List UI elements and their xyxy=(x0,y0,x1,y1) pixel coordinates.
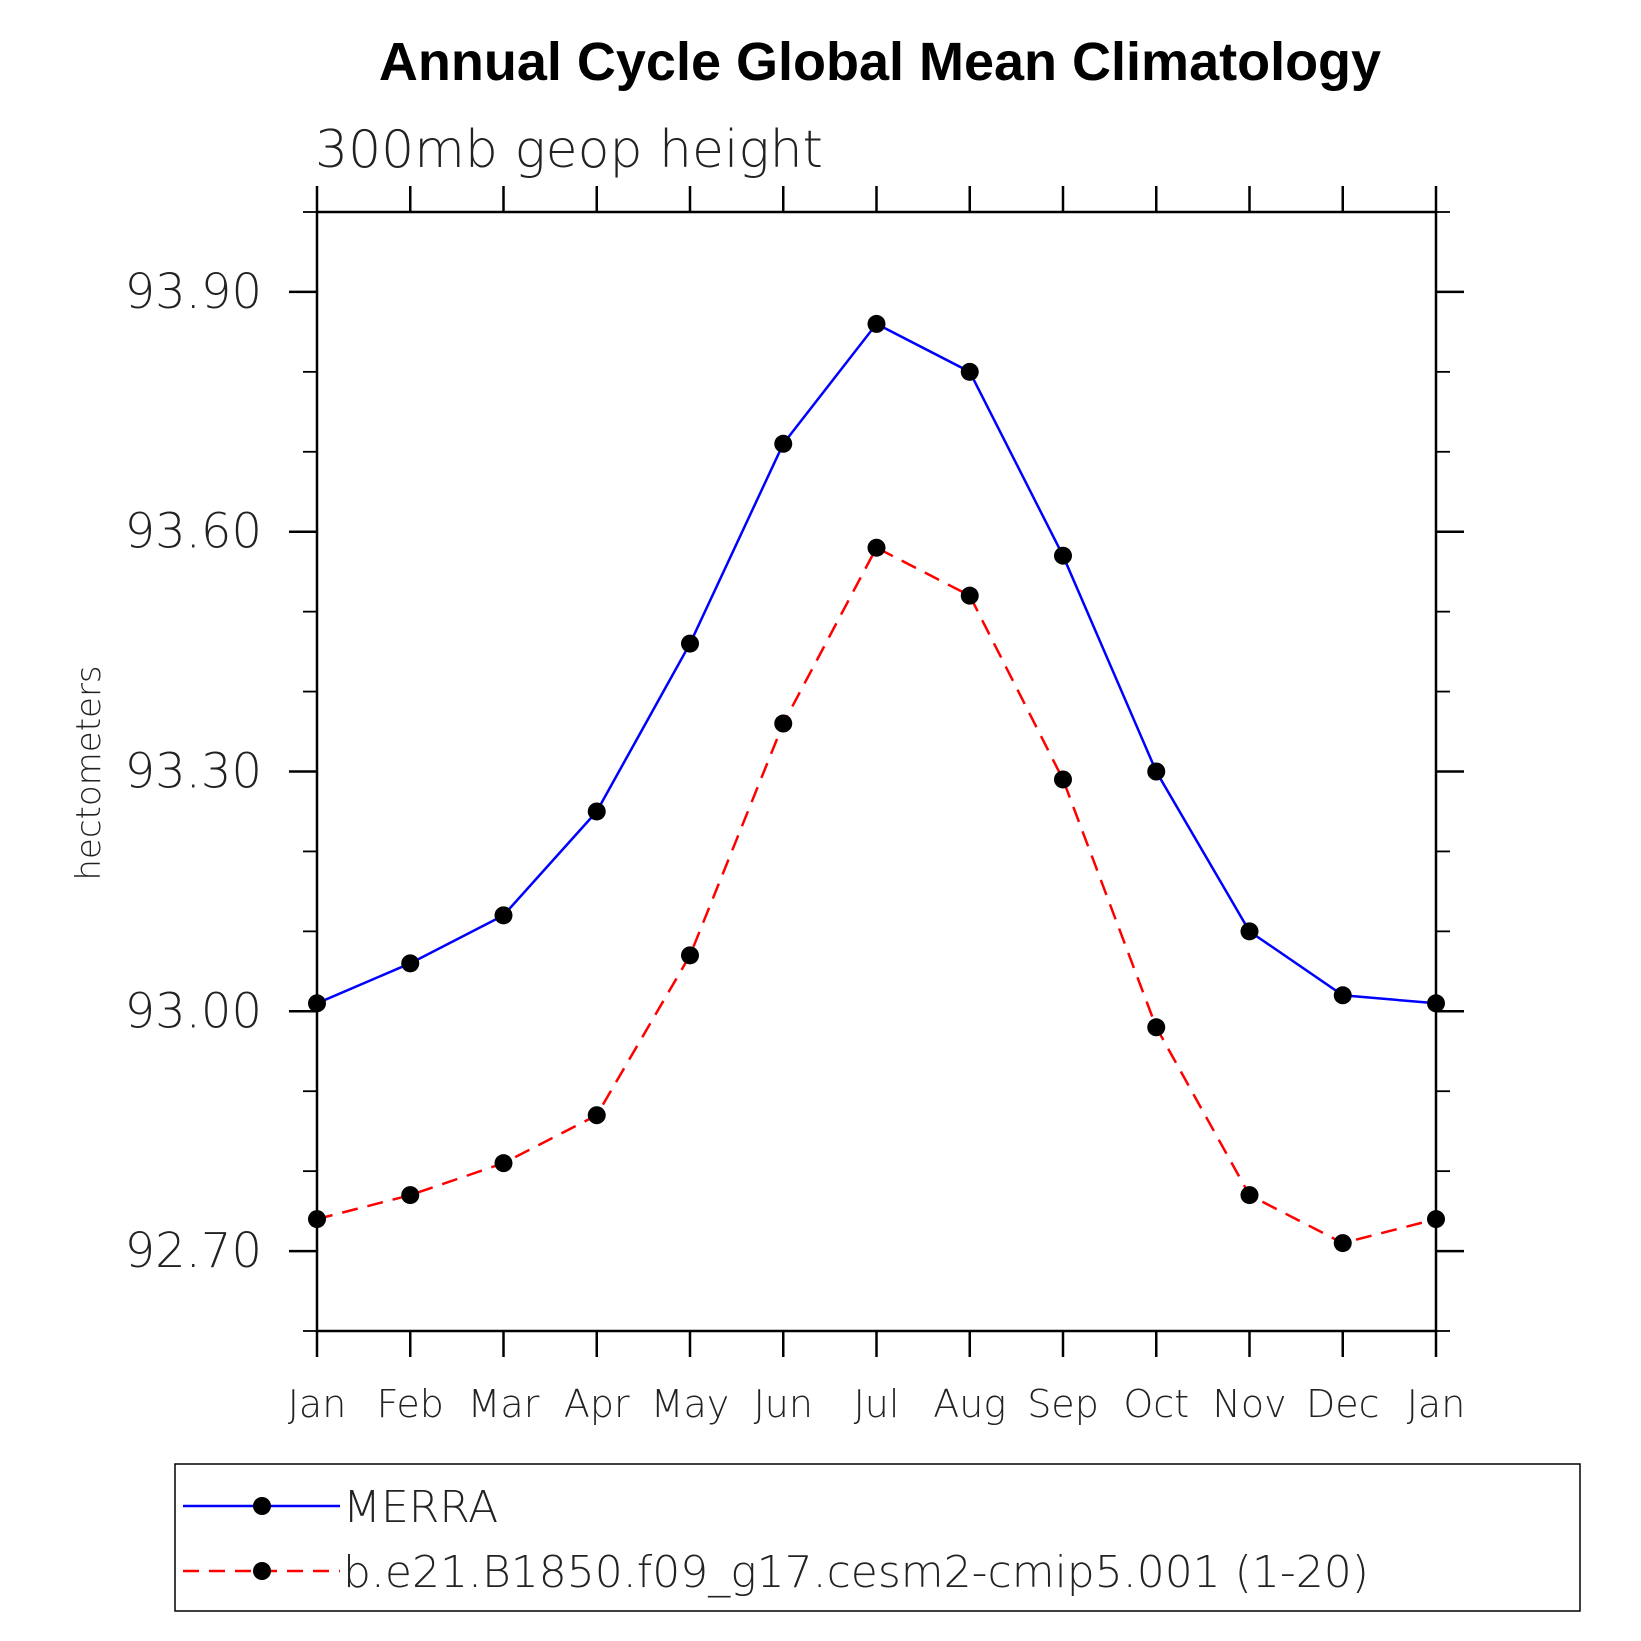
series-line-1 xyxy=(316,546,1437,1245)
data-point-series-1 xyxy=(867,538,886,557)
chart-subtitle: 300mb geop height xyxy=(315,120,823,180)
data-point-series-1 xyxy=(1147,1018,1166,1037)
x-tick-label: Jun xyxy=(754,1382,813,1426)
x-tick-label: Feb xyxy=(377,1382,444,1426)
data-point-series-1 xyxy=(587,1106,606,1125)
data-point-series-0 xyxy=(1333,986,1352,1005)
data-point-series-1 xyxy=(1240,1186,1259,1205)
x-tick-label: Oct xyxy=(1123,1382,1189,1426)
series-layer xyxy=(308,314,1445,1253)
series-line-0 xyxy=(316,322,1437,1005)
x-tick-label: Nov xyxy=(1212,1382,1286,1426)
x-tick-label: Dec xyxy=(1306,1382,1380,1426)
data-point-series-0 xyxy=(867,314,886,333)
data-point-series-1 xyxy=(1427,1210,1445,1229)
x-tick-label: Aug xyxy=(933,1382,1006,1426)
data-point-series-1 xyxy=(681,946,699,965)
legend-label-cesm: b.e21.B1850.f09_g17.cesm2-cmip5.001 (1-2… xyxy=(343,1547,1369,1598)
data-point-series-0 xyxy=(960,362,979,381)
x-tick-label: Jan xyxy=(288,1382,347,1426)
y-axis-label: hectometers xyxy=(69,665,109,880)
y-tick-label: 93.30 xyxy=(125,744,262,800)
data-point-series-0 xyxy=(1427,994,1445,1013)
plot-frame xyxy=(315,210,1438,1333)
data-point-series-1 xyxy=(308,1210,326,1229)
data-point-series-0 xyxy=(587,802,606,821)
data-point-series-0 xyxy=(1147,762,1166,781)
data-point-series-0 xyxy=(401,954,420,973)
data-point-series-1 xyxy=(401,1186,420,1205)
data-point-series-0 xyxy=(774,434,793,453)
legend-marker-cesm xyxy=(253,1562,271,1580)
y-ticks: 93.90 93.60 93.30 93.00 92.70 xyxy=(125,211,1464,1332)
legend-marker-merra xyxy=(253,1497,271,1515)
data-point-series-1 xyxy=(1333,1234,1352,1253)
x-tick-label: Jul xyxy=(854,1382,900,1426)
data-point-series-0 xyxy=(681,634,699,653)
data-point-series-1 xyxy=(1054,770,1072,789)
x-tick-label: May xyxy=(651,1382,730,1426)
legend: MERRA b.e21.B1850.f09_g17.cesm2-cmip5.00… xyxy=(174,1463,1581,1612)
data-point-series-0 xyxy=(1240,922,1259,941)
data-point-series-1 xyxy=(960,586,979,605)
x-ticks: Jan Feb Mar Apr May Jun Jul Aug Sep Oct Nov Dec Jan xyxy=(288,186,1466,1426)
x-tick-label: Apr xyxy=(564,1382,630,1426)
data-point-series-0 xyxy=(494,906,513,925)
data-point-series-1 xyxy=(774,714,793,733)
legend-box xyxy=(174,1463,1581,1612)
x-tick-label: Sep xyxy=(1027,1382,1099,1426)
y-tick-label: 93.60 xyxy=(125,504,262,560)
data-point-series-1 xyxy=(494,1154,513,1173)
y-tick-label: 93.00 xyxy=(125,983,262,1039)
chart-title: Annual Cycle Global Mean Climatology xyxy=(379,32,1381,92)
y-tick-label: 93.90 xyxy=(125,264,262,320)
data-point-series-0 xyxy=(308,994,326,1013)
data-point-series-0 xyxy=(1054,546,1072,565)
legend-label-merra: MERRA xyxy=(343,1482,498,1533)
x-tick-label: Mar xyxy=(468,1382,540,1426)
x-tick-label: Jan xyxy=(1407,1382,1466,1426)
y-tick-label: 92.70 xyxy=(125,1223,262,1279)
